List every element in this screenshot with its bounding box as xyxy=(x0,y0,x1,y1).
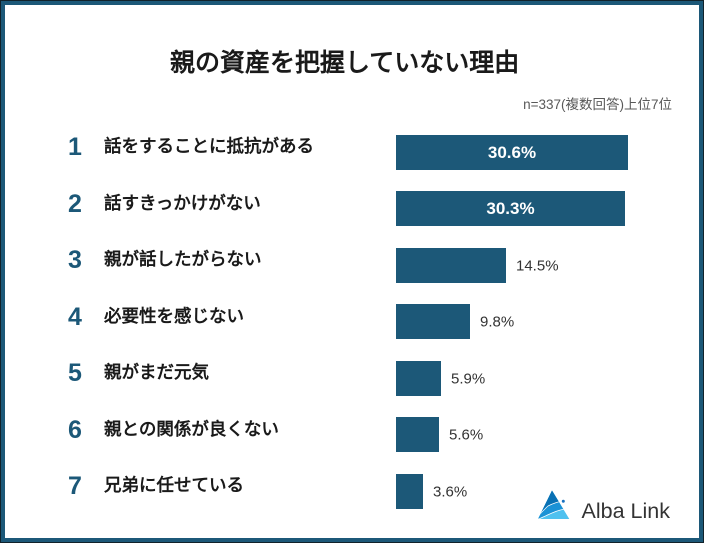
svg-text:Alba Link: Alba Link xyxy=(582,499,671,522)
